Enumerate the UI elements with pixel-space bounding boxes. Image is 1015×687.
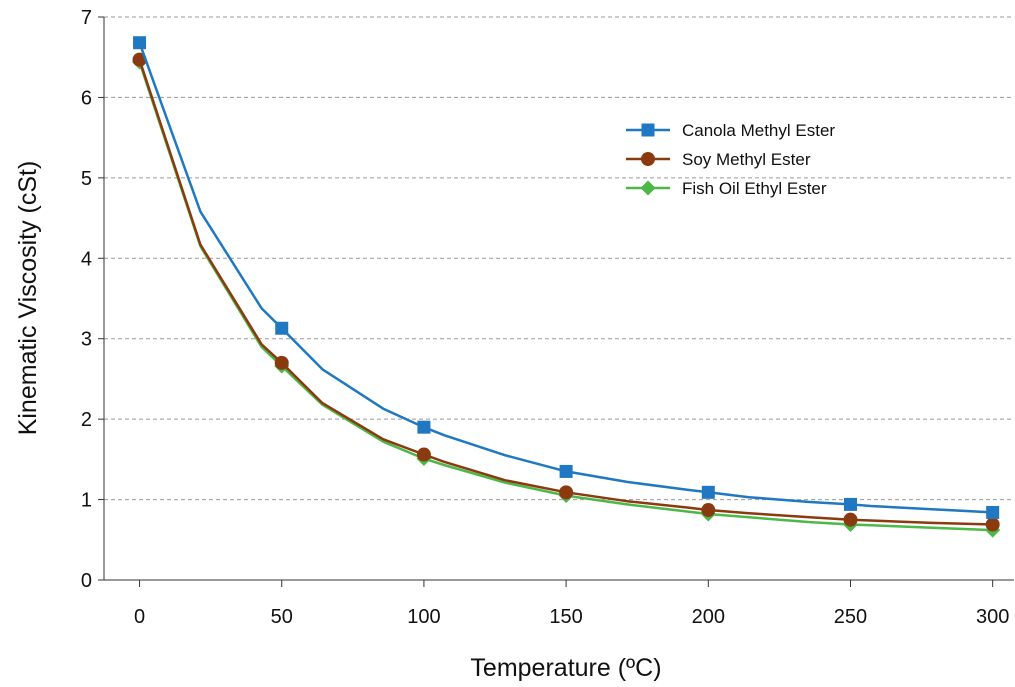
x-ticks: 0 50 100 150 200 250 300 <box>134 580 1009 628</box>
x-tick-label: 100 <box>407 606 440 628</box>
gridlines <box>104 16 1014 501</box>
data-point <box>133 36 147 50</box>
x-tick-label: 250 <box>834 606 867 628</box>
legend-label: Canola Methyl Ester <box>682 121 835 140</box>
x-tick-label: 0 <box>134 606 145 628</box>
y-tick-label: 5 <box>81 168 92 190</box>
series-line <box>138 61 993 532</box>
y-tick-label: 1 <box>81 490 92 512</box>
y-ticks: 0 1 2 3 4 5 6 7 <box>81 7 104 592</box>
y-tick-label: 3 <box>81 329 92 351</box>
series-line <box>138 42 993 514</box>
series-line <box>138 59 993 526</box>
data-point <box>843 497 857 511</box>
series <box>132 36 1001 538</box>
legend-marker <box>640 180 656 196</box>
data-point <box>559 464 573 478</box>
x-tick-label: 50 <box>271 606 293 628</box>
y-tick-label: 6 <box>81 87 92 109</box>
y-tick-label: 2 <box>81 409 92 431</box>
y-tick-label: 0 <box>81 570 92 592</box>
legend-marker <box>641 123 655 137</box>
legend-label: Fish Oil Ethyl Ester <box>682 179 827 198</box>
data-point <box>274 355 289 370</box>
data-point <box>559 485 574 500</box>
y-axis-title: Kinematic Viscosity (cSt) <box>14 161 42 436</box>
legend: Canola Methyl Ester Soy Methyl Ester Fish … <box>626 121 835 198</box>
x-axis-title: Temperature (ºC) <box>470 654 661 682</box>
legend-marker <box>641 152 655 166</box>
y-tick-label: 7 <box>81 7 92 29</box>
data-point <box>843 512 858 527</box>
legend-label: Soy Methyl Ester <box>682 150 811 169</box>
data-point <box>986 505 1000 519</box>
data-point <box>275 321 289 335</box>
data-point <box>701 485 715 499</box>
x-tick-label: 150 <box>549 606 582 628</box>
series-circle <box>132 52 1000 532</box>
legend-item: Canola Methyl Ester <box>626 121 835 140</box>
legend-item: Soy Methyl Ester <box>626 150 811 169</box>
y-tick-label: 4 <box>81 248 92 270</box>
series-square <box>133 36 1000 519</box>
legend-item: Fish Oil Ethyl Ester <box>626 179 827 198</box>
axes <box>103 17 1014 581</box>
data-point <box>985 517 1000 532</box>
x-tick-label: 300 <box>976 606 1009 628</box>
data-point <box>416 447 431 462</box>
data-point <box>417 420 431 434</box>
x-tick-label: 200 <box>692 606 725 628</box>
data-point <box>701 503 716 518</box>
